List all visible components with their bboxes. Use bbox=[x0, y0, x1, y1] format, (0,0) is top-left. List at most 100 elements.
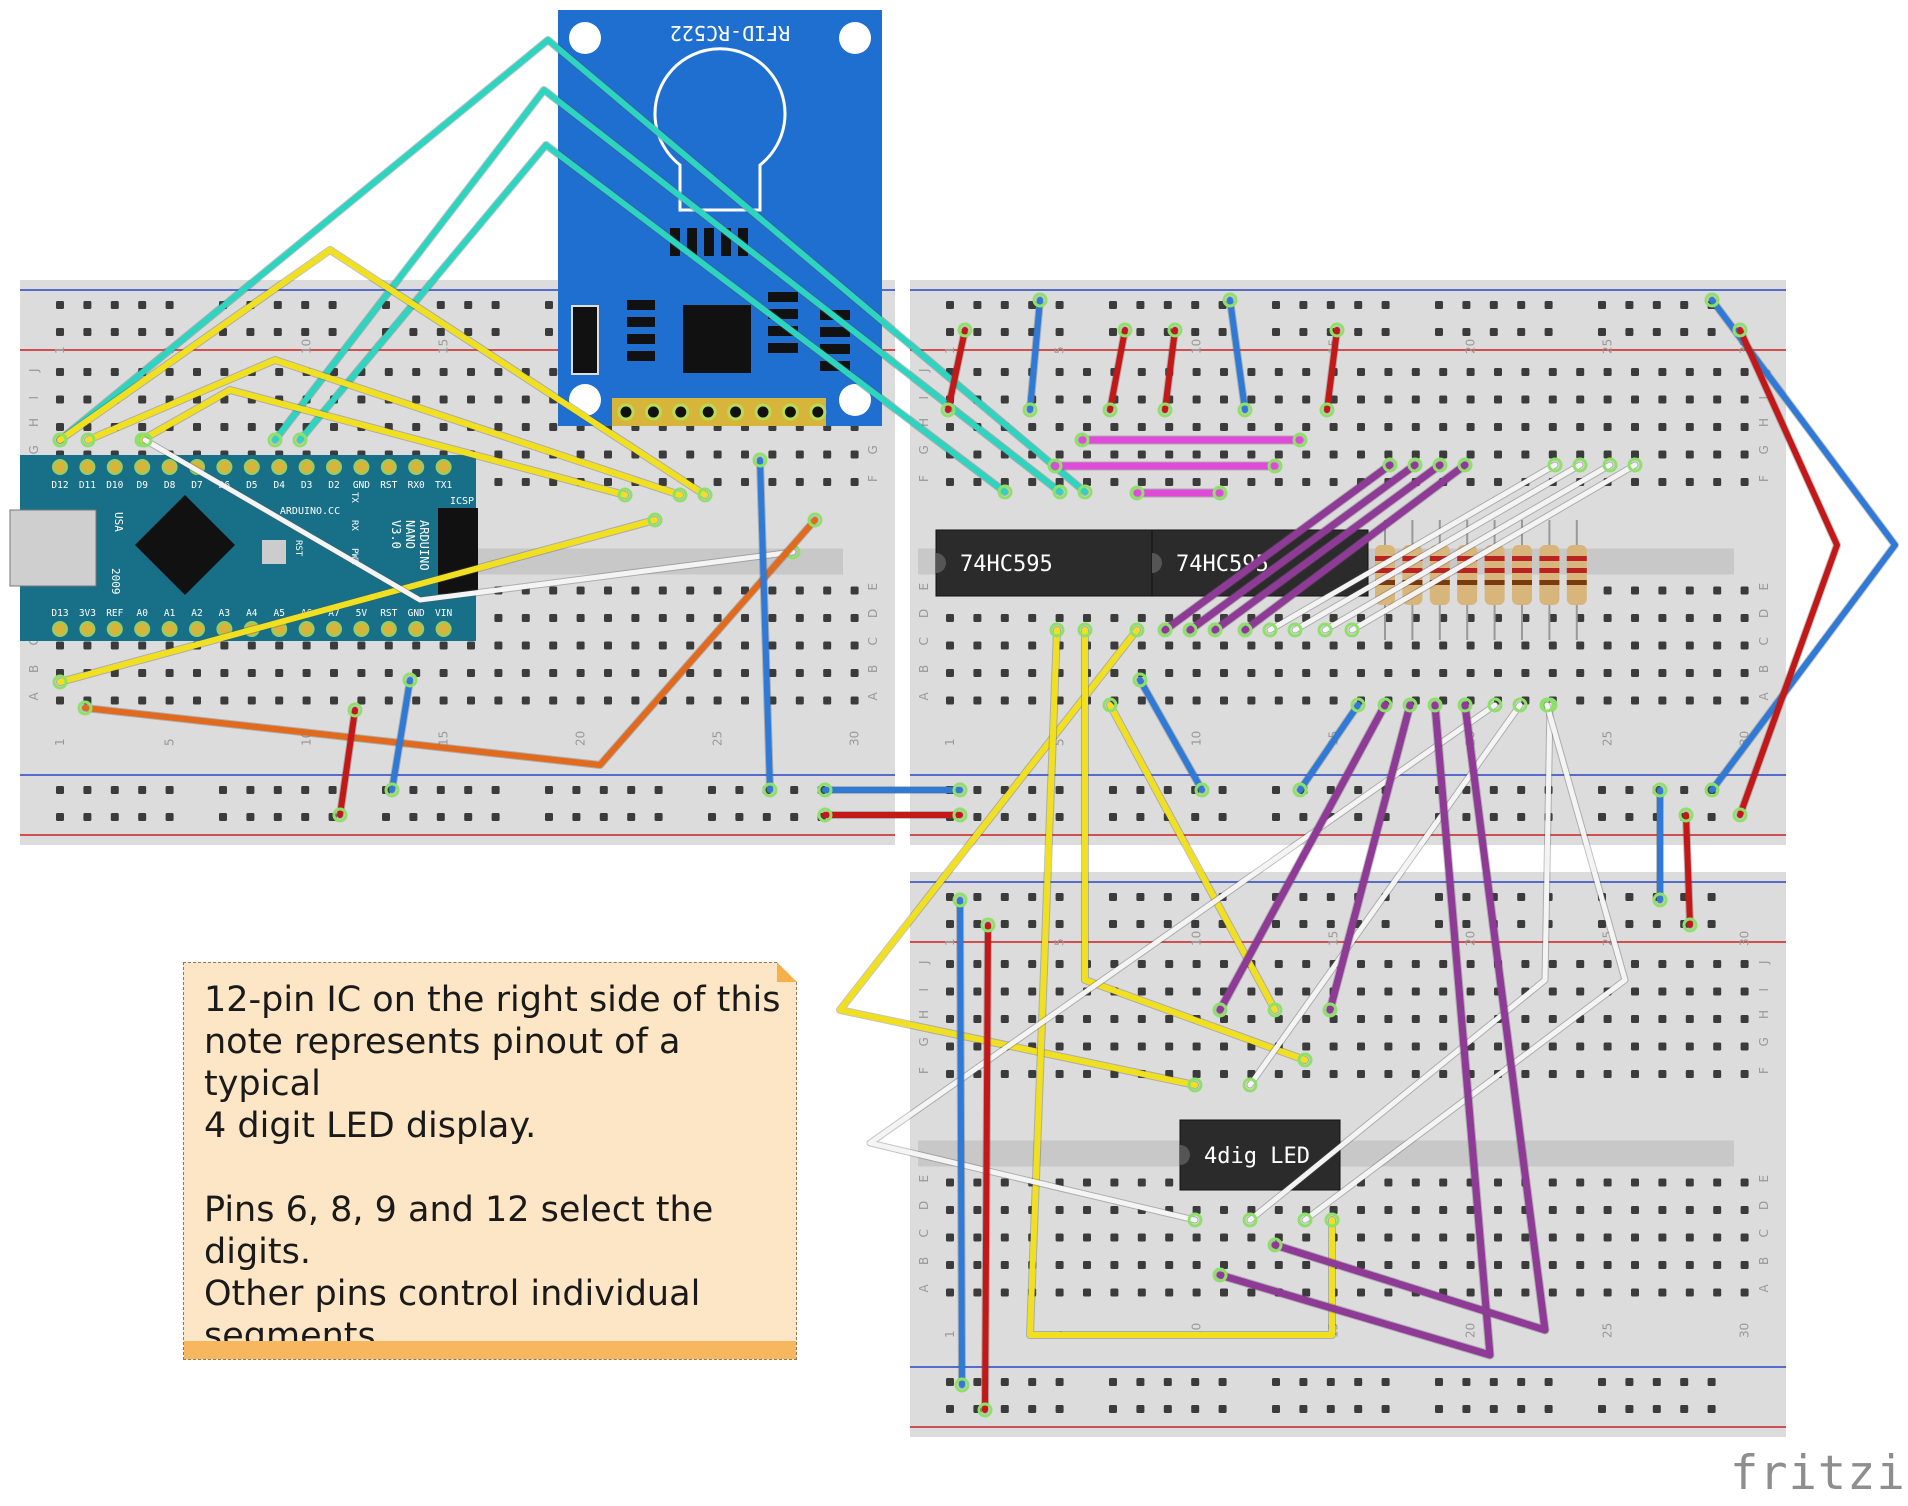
rail-hole bbox=[1136, 1378, 1145, 1386]
rail-hole bbox=[1055, 813, 1064, 821]
hole bbox=[1411, 1015, 1420, 1023]
hole bbox=[1137, 423, 1146, 431]
rail-hole bbox=[464, 328, 473, 336]
hole bbox=[973, 1233, 982, 1242]
row-label: J bbox=[917, 368, 931, 373]
wire-end bbox=[1194, 782, 1210, 798]
hole bbox=[1357, 1261, 1365, 1269]
rail-hole bbox=[1272, 920, 1280, 928]
rail-hole bbox=[110, 328, 119, 336]
wire-end bbox=[1052, 484, 1068, 500]
hole bbox=[1137, 1015, 1146, 1023]
mounting-hole bbox=[569, 22, 601, 54]
row-label: J bbox=[27, 368, 41, 373]
row-label: G bbox=[27, 445, 41, 454]
rail-hole bbox=[491, 786, 500, 794]
hole bbox=[658, 669, 667, 677]
wire-end bbox=[647, 512, 663, 528]
rail-hole bbox=[491, 328, 500, 336]
hole bbox=[1521, 1288, 1530, 1297]
hole bbox=[439, 368, 448, 376]
rail-hole bbox=[1354, 1378, 1363, 1386]
hole bbox=[1713, 450, 1722, 459]
note-text: 12-pin IC on the right side of this note… bbox=[204, 980, 781, 1356]
rail-hole bbox=[627, 813, 636, 821]
hole bbox=[1548, 1233, 1557, 1242]
hole bbox=[1220, 1261, 1228, 1269]
hole bbox=[1494, 1042, 1502, 1051]
wire-end bbox=[1402, 697, 1418, 713]
hole bbox=[1384, 1288, 1393, 1297]
col-label: 5 bbox=[1053, 346, 1067, 354]
rail-hole bbox=[1109, 920, 1117, 928]
hole bbox=[1685, 641, 1694, 650]
nano-pin bbox=[161, 621, 178, 637]
hole bbox=[1658, 423, 1667, 431]
hole bbox=[1274, 1070, 1283, 1078]
rail-hole bbox=[1517, 893, 1526, 901]
hole bbox=[1548, 368, 1557, 376]
rail-hole bbox=[1299, 920, 1308, 928]
hole bbox=[713, 586, 722, 595]
hole bbox=[973, 987, 982, 996]
row-label: E bbox=[1757, 583, 1771, 591]
hole bbox=[1384, 669, 1393, 677]
hole bbox=[1466, 1288, 1475, 1297]
wire-yellow bbox=[837, 627, 1198, 1088]
header-pin bbox=[727, 403, 745, 421]
resistor-band bbox=[1566, 580, 1587, 585]
rail-hole bbox=[1272, 1405, 1280, 1413]
nano-pin-label: A0 bbox=[136, 608, 148, 619]
hole bbox=[946, 669, 954, 677]
hole bbox=[1740, 478, 1749, 486]
hole bbox=[1302, 395, 1311, 404]
hole bbox=[1411, 1261, 1420, 1269]
hole bbox=[439, 423, 448, 431]
shift-register-1: 74HC595 bbox=[935, 529, 1153, 597]
hole bbox=[576, 614, 585, 622]
nano-pin-label: A1 bbox=[164, 608, 176, 619]
rail-hole bbox=[1218, 786, 1227, 794]
hole bbox=[1466, 669, 1475, 677]
row-label: C bbox=[866, 637, 880, 645]
rail-hole bbox=[1462, 786, 1471, 794]
wire-end bbox=[80, 432, 96, 448]
nano-pin-label: D3 bbox=[301, 480, 312, 491]
resistor-band bbox=[1484, 568, 1505, 573]
hole bbox=[247, 696, 256, 705]
hole bbox=[1548, 641, 1557, 650]
rail-hole bbox=[1136, 328, 1145, 336]
hole bbox=[686, 586, 695, 595]
rail-hole bbox=[1272, 1378, 1280, 1386]
row-label: I bbox=[27, 396, 41, 400]
rail-hole bbox=[1326, 1378, 1335, 1386]
hole bbox=[1439, 614, 1448, 622]
hole bbox=[850, 696, 859, 705]
hole bbox=[631, 641, 640, 650]
hole bbox=[1165, 641, 1174, 650]
nano-pin-label: GND bbox=[353, 480, 370, 491]
hole bbox=[138, 423, 147, 431]
wire-end bbox=[817, 807, 833, 823]
hole bbox=[1247, 1206, 1256, 1214]
rail-hole bbox=[946, 893, 954, 901]
rail-hole bbox=[1354, 328, 1363, 336]
hole bbox=[1028, 641, 1037, 650]
annotation-note[interactable]: 12-pin IC on the right side of this note… bbox=[183, 962, 797, 1360]
wire-purple bbox=[1161, 461, 1394, 634]
hole bbox=[1631, 1015, 1639, 1023]
row-label: C bbox=[1757, 637, 1771, 645]
rail-hole bbox=[1625, 1378, 1634, 1386]
hole bbox=[193, 696, 201, 705]
hole bbox=[1000, 669, 1009, 677]
row-label: B bbox=[866, 665, 880, 673]
nano-pin bbox=[52, 459, 68, 475]
nano-title: ARDUINO bbox=[417, 520, 431, 571]
wire-purple bbox=[1216, 701, 1389, 1014]
hole bbox=[1000, 395, 1009, 404]
hole bbox=[973, 614, 982, 622]
mounting-hole bbox=[839, 384, 871, 416]
wire-orange bbox=[82, 517, 818, 768]
hole bbox=[412, 395, 421, 404]
hole bbox=[795, 586, 804, 595]
